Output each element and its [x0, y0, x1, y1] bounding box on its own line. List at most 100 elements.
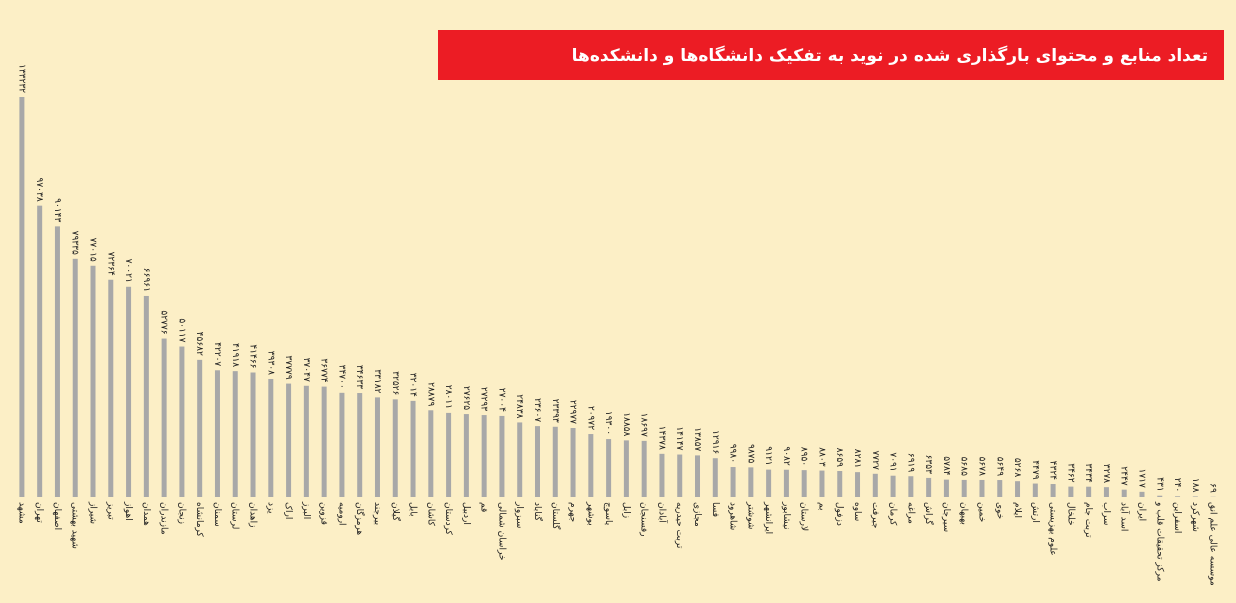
bar	[1103, 487, 1109, 497]
value-label: ۳۷۷۷۹	[283, 355, 293, 379]
x-tick-label: اسد آباد	[1119, 502, 1131, 531]
bar	[108, 279, 114, 497]
bar	[410, 400, 416, 497]
bar	[303, 385, 309, 497]
x-tick-label: خمین	[976, 502, 986, 522]
value-label: ۸۹۵۰	[799, 447, 809, 466]
x-tick-label: یزد	[265, 502, 275, 514]
bar	[481, 415, 487, 497]
bar	[90, 265, 96, 497]
bar	[766, 469, 772, 497]
x-tick-label: گناباد	[532, 502, 544, 522]
value-label: ۳۷۰۴۷	[301, 358, 311, 382]
value-label: ۳۲۵۲۶	[390, 371, 400, 395]
bar	[1192, 496, 1198, 497]
bar	[321, 386, 327, 497]
x-tick-label: اردبیل	[461, 502, 471, 525]
value-label: ۵۶۸۵	[959, 457, 969, 477]
title-banner	[438, 30, 1224, 80]
bar	[54, 226, 60, 498]
value-label: ۴۳۲۴	[1048, 461, 1058, 481]
chart-title: تعداد منابع و محتوای بارگذاری شده در نوی…	[572, 45, 1208, 66]
bar	[179, 346, 185, 497]
bar	[606, 439, 612, 497]
x-tick-label: گیلان	[390, 502, 402, 522]
bar	[695, 455, 701, 497]
bar	[499, 415, 505, 497]
x-tick-label: اراک	[283, 502, 294, 519]
value-label: ۳۴۶۳۳	[354, 365, 364, 389]
bar	[819, 470, 825, 497]
bar	[890, 475, 896, 497]
bar	[801, 470, 807, 497]
x-tick-label: جیرفت	[870, 502, 880, 528]
value-label: ۹۷۰۳۸	[34, 177, 44, 201]
bar	[286, 383, 292, 497]
bar	[1032, 483, 1038, 497]
x-tick-label: اصفهان	[52, 502, 62, 530]
value-label: ۷۰۰۲۱	[123, 259, 133, 283]
x-tick-label: تهران	[34, 502, 44, 523]
x-tick-label: نیشابور	[781, 501, 791, 530]
bar	[268, 378, 274, 497]
bar	[357, 393, 363, 497]
bar	[997, 480, 1003, 497]
bar	[855, 472, 861, 497]
bar	[161, 338, 167, 497]
x-tick-label: مرکز تحقیقات قلب و	[1154, 501, 1164, 582]
value-label: ۲۳۶۰۷	[532, 398, 542, 422]
value-label: ۲۷۲۹۳	[479, 387, 489, 411]
x-tick-label: مازندران	[159, 502, 169, 535]
bar	[659, 453, 665, 497]
value-label: ۱۲۹۱۶	[710, 430, 720, 454]
x-tick-label: همدان	[141, 502, 151, 526]
value-label: ۷۰۹۱	[888, 452, 898, 471]
x-tick-label: ارومیه	[336, 502, 346, 526]
value-label: ۹۸۷۵	[745, 444, 755, 464]
value-label: ۶۹۱۹	[905, 453, 915, 473]
x-tick-label: بیرجند	[372, 502, 382, 525]
value-label: ۳۳۱۸۲	[372, 369, 382, 393]
bar	[926, 477, 932, 497]
value-label: ۱۳۸۵۷	[692, 427, 702, 451]
x-tick-label: بوشهر	[585, 501, 595, 526]
value-label: ۹۰۸۲	[781, 446, 791, 466]
value-label: ۱۸۸	[1190, 478, 1200, 493]
x-tick-label: بهبهان	[959, 502, 969, 525]
x-tick-label: قزوین	[319, 502, 329, 525]
x-tick-label: زابل	[621, 502, 631, 518]
bar	[961, 479, 967, 497]
value-label: ۲۴۴۷	[1119, 466, 1129, 486]
x-tick-label: ارتش	[1030, 502, 1040, 523]
bar	[1050, 484, 1056, 497]
value-label: ۳۲۰۱۴	[408, 373, 418, 397]
x-tick-label: مشهد	[16, 502, 26, 524]
x-tick-label: کردستان	[443, 502, 453, 536]
value-label: ۵۲۷۷۶	[159, 310, 169, 334]
value-label: ۴۳۱	[1154, 477, 1164, 492]
bar	[1157, 495, 1163, 497]
value-label: ۳۴۶۲	[1065, 463, 1075, 483]
bar	[1068, 486, 1074, 497]
value-label: ۳۲۷۸	[1101, 464, 1111, 484]
value-label: ۷۷۰۱۵	[88, 238, 98, 262]
bar	[979, 479, 985, 497]
bar	[250, 372, 256, 497]
value-label: ۵۷۸۴	[941, 456, 951, 476]
x-tick-label: سراب	[1101, 502, 1111, 525]
value-label: ۱۸۶۹۷	[639, 413, 649, 437]
bar	[126, 286, 132, 497]
value-label: ۵۶۴۹	[994, 457, 1004, 477]
bar	[37, 205, 43, 497]
bar	[232, 371, 238, 497]
x-tick-label: بم	[816, 502, 826, 511]
x-tick-label: هرمزگان	[354, 502, 366, 535]
bar	[570, 428, 576, 497]
bar	[552, 426, 558, 497]
value-label: ۴۲۲۰۷	[212, 342, 222, 366]
value-label: ۲۷۰۰۴	[496, 388, 506, 412]
bar	[872, 473, 878, 497]
bar	[339, 392, 345, 497]
value-label: ۱۴۳۷۸	[656, 426, 666, 450]
